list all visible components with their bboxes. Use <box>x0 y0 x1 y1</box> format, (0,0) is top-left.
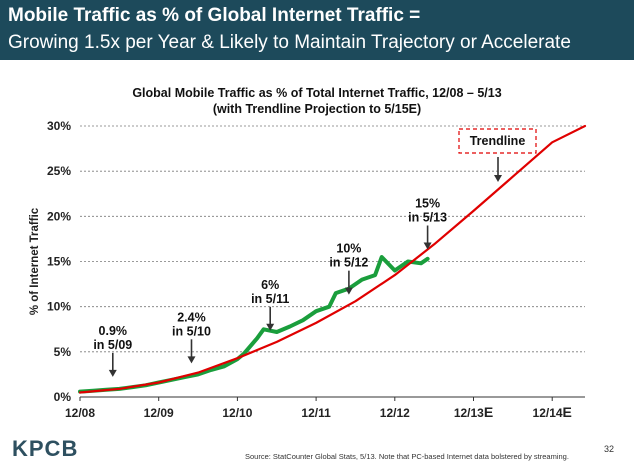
y-tick-label: 25% <box>47 164 71 178</box>
x-tick-label: 12/14E <box>533 404 572 420</box>
slide-header: Mobile Traffic as % of Global Internet T… <box>0 0 634 60</box>
y-tick-label: 10% <box>47 300 71 314</box>
x-tick-label: 12/09 <box>144 406 174 420</box>
annotation-arrowhead <box>266 323 275 331</box>
annotation-date: in 5/10 <box>172 324 211 338</box>
page-number: 32 <box>604 444 615 454</box>
annotation-arrowhead <box>187 356 196 364</box>
annotation-arrowhead <box>108 369 117 377</box>
annotation-date: in 5/12 <box>329 256 368 270</box>
y-tick-label: 20% <box>47 209 71 223</box>
series-line-trendline <box>78 124 587 394</box>
x-tick-label: 12/12 <box>380 406 410 420</box>
slide-title: Mobile Traffic as % of Global Internet T… <box>8 5 421 26</box>
y-tick-label: 0% <box>54 390 72 404</box>
chart-title: Global Mobile Traffic as % of Total Inte… <box>132 86 502 100</box>
x-tick-label: 12/08 <box>65 406 95 420</box>
y-tick-label: 5% <box>54 345 72 359</box>
y-axis-label: % of Internet Traffic <box>29 207 41 315</box>
annotation-value: 15% <box>415 197 440 211</box>
kpcb-logo: KPCB <box>12 436 79 461</box>
annotation-value: 2.4% <box>177 310 206 324</box>
trendline-arrowhead <box>494 175 502 182</box>
x-tick-label: 12/13E <box>454 404 493 420</box>
source-note: Source: StatCounter Global Stats, 5/13. … <box>245 452 569 461</box>
annotation-date: in 5/11 <box>251 292 289 306</box>
slide-subtitle: Growing 1.5x per Year & Likely to Mainta… <box>8 32 571 53</box>
annotation-arrowhead <box>344 287 353 295</box>
annotation-date: in 5/09 <box>93 338 132 352</box>
y-tick-label: 30% <box>47 119 71 133</box>
annotation-value: 0.9% <box>99 324 128 338</box>
series-line-actual <box>78 255 430 394</box>
x-tick-label: 12/11 <box>301 406 331 420</box>
trendline-label: Trendline <box>470 134 526 148</box>
annotation-date: in 5/13 <box>408 211 447 225</box>
trendline-label-box <box>458 128 537 154</box>
annotation-arrowhead <box>423 242 432 250</box>
x-tick-label: 12/10 <box>222 406 252 420</box>
chart-subtitle: (with Trendline Projection to 5/15E) <box>212 102 422 116</box>
annotation-value: 6% <box>261 278 279 292</box>
y-tick-label: 15% <box>47 255 71 269</box>
annotation-value: 10% <box>336 242 361 256</box>
